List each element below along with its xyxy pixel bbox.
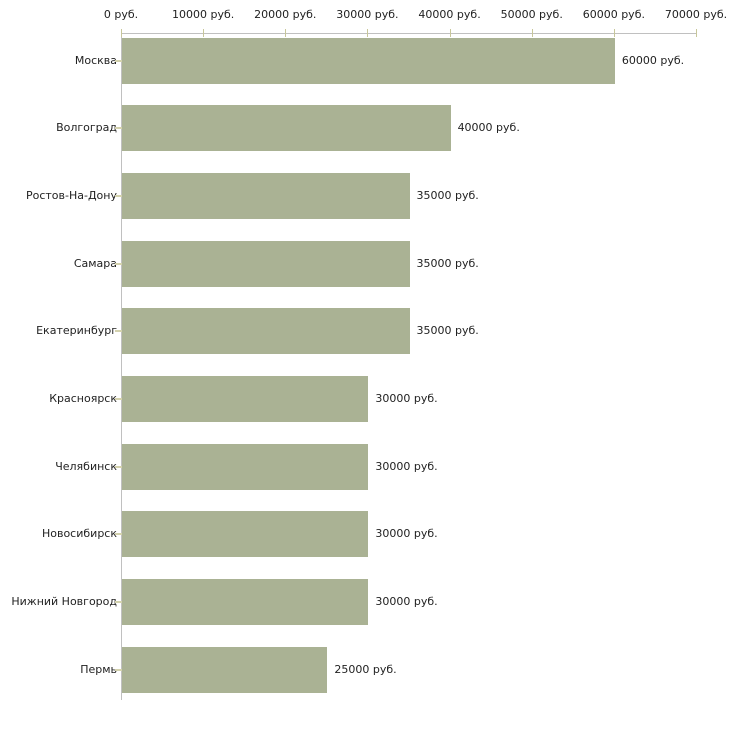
category-label: Пермь: [80, 662, 117, 676]
x-tick-label: 10000 руб.: [172, 8, 235, 21]
bar: [122, 511, 369, 558]
x-tick-label: 40000 руб.: [418, 8, 481, 21]
x-tick-mark: [203, 29, 205, 37]
y-tick-mark: [115, 127, 122, 130]
value-label: 40000 руб.: [457, 121, 520, 135]
x-tick-mark: [285, 29, 287, 37]
x-tick-label: 30000 руб.: [336, 8, 399, 21]
bar: [122, 376, 369, 422]
value-label: 25000 руб.: [334, 662, 397, 676]
y-tick-mark: [115, 262, 122, 265]
y-tick-mark: [115, 330, 122, 333]
category-label: Москва: [74, 53, 117, 67]
category-label: Челябинск: [55, 459, 117, 473]
category-label: Самара: [73, 256, 117, 270]
bar: [122, 172, 410, 219]
y-tick-mark: [115, 465, 122, 468]
x-tick-label: 50000 руб.: [500, 8, 563, 21]
bar: [122, 443, 369, 490]
y-tick-mark: [115, 601, 122, 604]
x-tick-label: 60000 руб.: [582, 8, 645, 21]
x-tick-label: 20000 руб.: [254, 8, 317, 21]
category-label: Красноярск: [49, 392, 117, 405]
category-label: Екатеринбург: [36, 324, 117, 338]
bar: [122, 240, 410, 287]
x-tick-mark: [121, 29, 122, 37]
x-tick-mark: [449, 29, 451, 37]
value-label: 35000 руб.: [416, 188, 479, 202]
value-label: 30000 руб.: [375, 459, 438, 473]
bar: [122, 105, 451, 152]
bar: [122, 579, 369, 626]
x-tick-label: 70000 руб.: [664, 8, 728, 21]
category-label: Волгоград: [56, 121, 117, 135]
y-tick-mark: [115, 398, 122, 400]
category-label: Новосибирск: [41, 527, 117, 541]
y-tick-mark: [115, 59, 122, 62]
value-label: 35000 руб.: [416, 324, 479, 338]
x-axis-line: [121, 33, 697, 34]
category-label: Ростов-На-Дону: [25, 188, 117, 202]
y-axis-line: [121, 33, 122, 700]
value-label: 35000 руб.: [416, 256, 479, 270]
x-tick-mark: [531, 29, 533, 37]
y-tick-mark: [115, 668, 122, 671]
x-tick-mark: [367, 29, 369, 37]
y-tick-mark: [115, 533, 122, 536]
bar: [122, 646, 328, 693]
x-tick-mark: [696, 29, 697, 37]
value-label: 30000 руб.: [375, 595, 438, 609]
bar: [122, 37, 615, 84]
value-label: 60000 руб.: [621, 53, 685, 67]
x-tick-mark: [613, 29, 615, 37]
bar: [122, 308, 410, 355]
y-tick-mark: [115, 194, 122, 197]
category-label: Нижний Новгород: [11, 595, 117, 609]
x-tick-label: 0 руб.: [103, 8, 139, 21]
value-label: 30000 руб.: [375, 527, 438, 541]
value-label: 30000 руб.: [375, 392, 438, 405]
